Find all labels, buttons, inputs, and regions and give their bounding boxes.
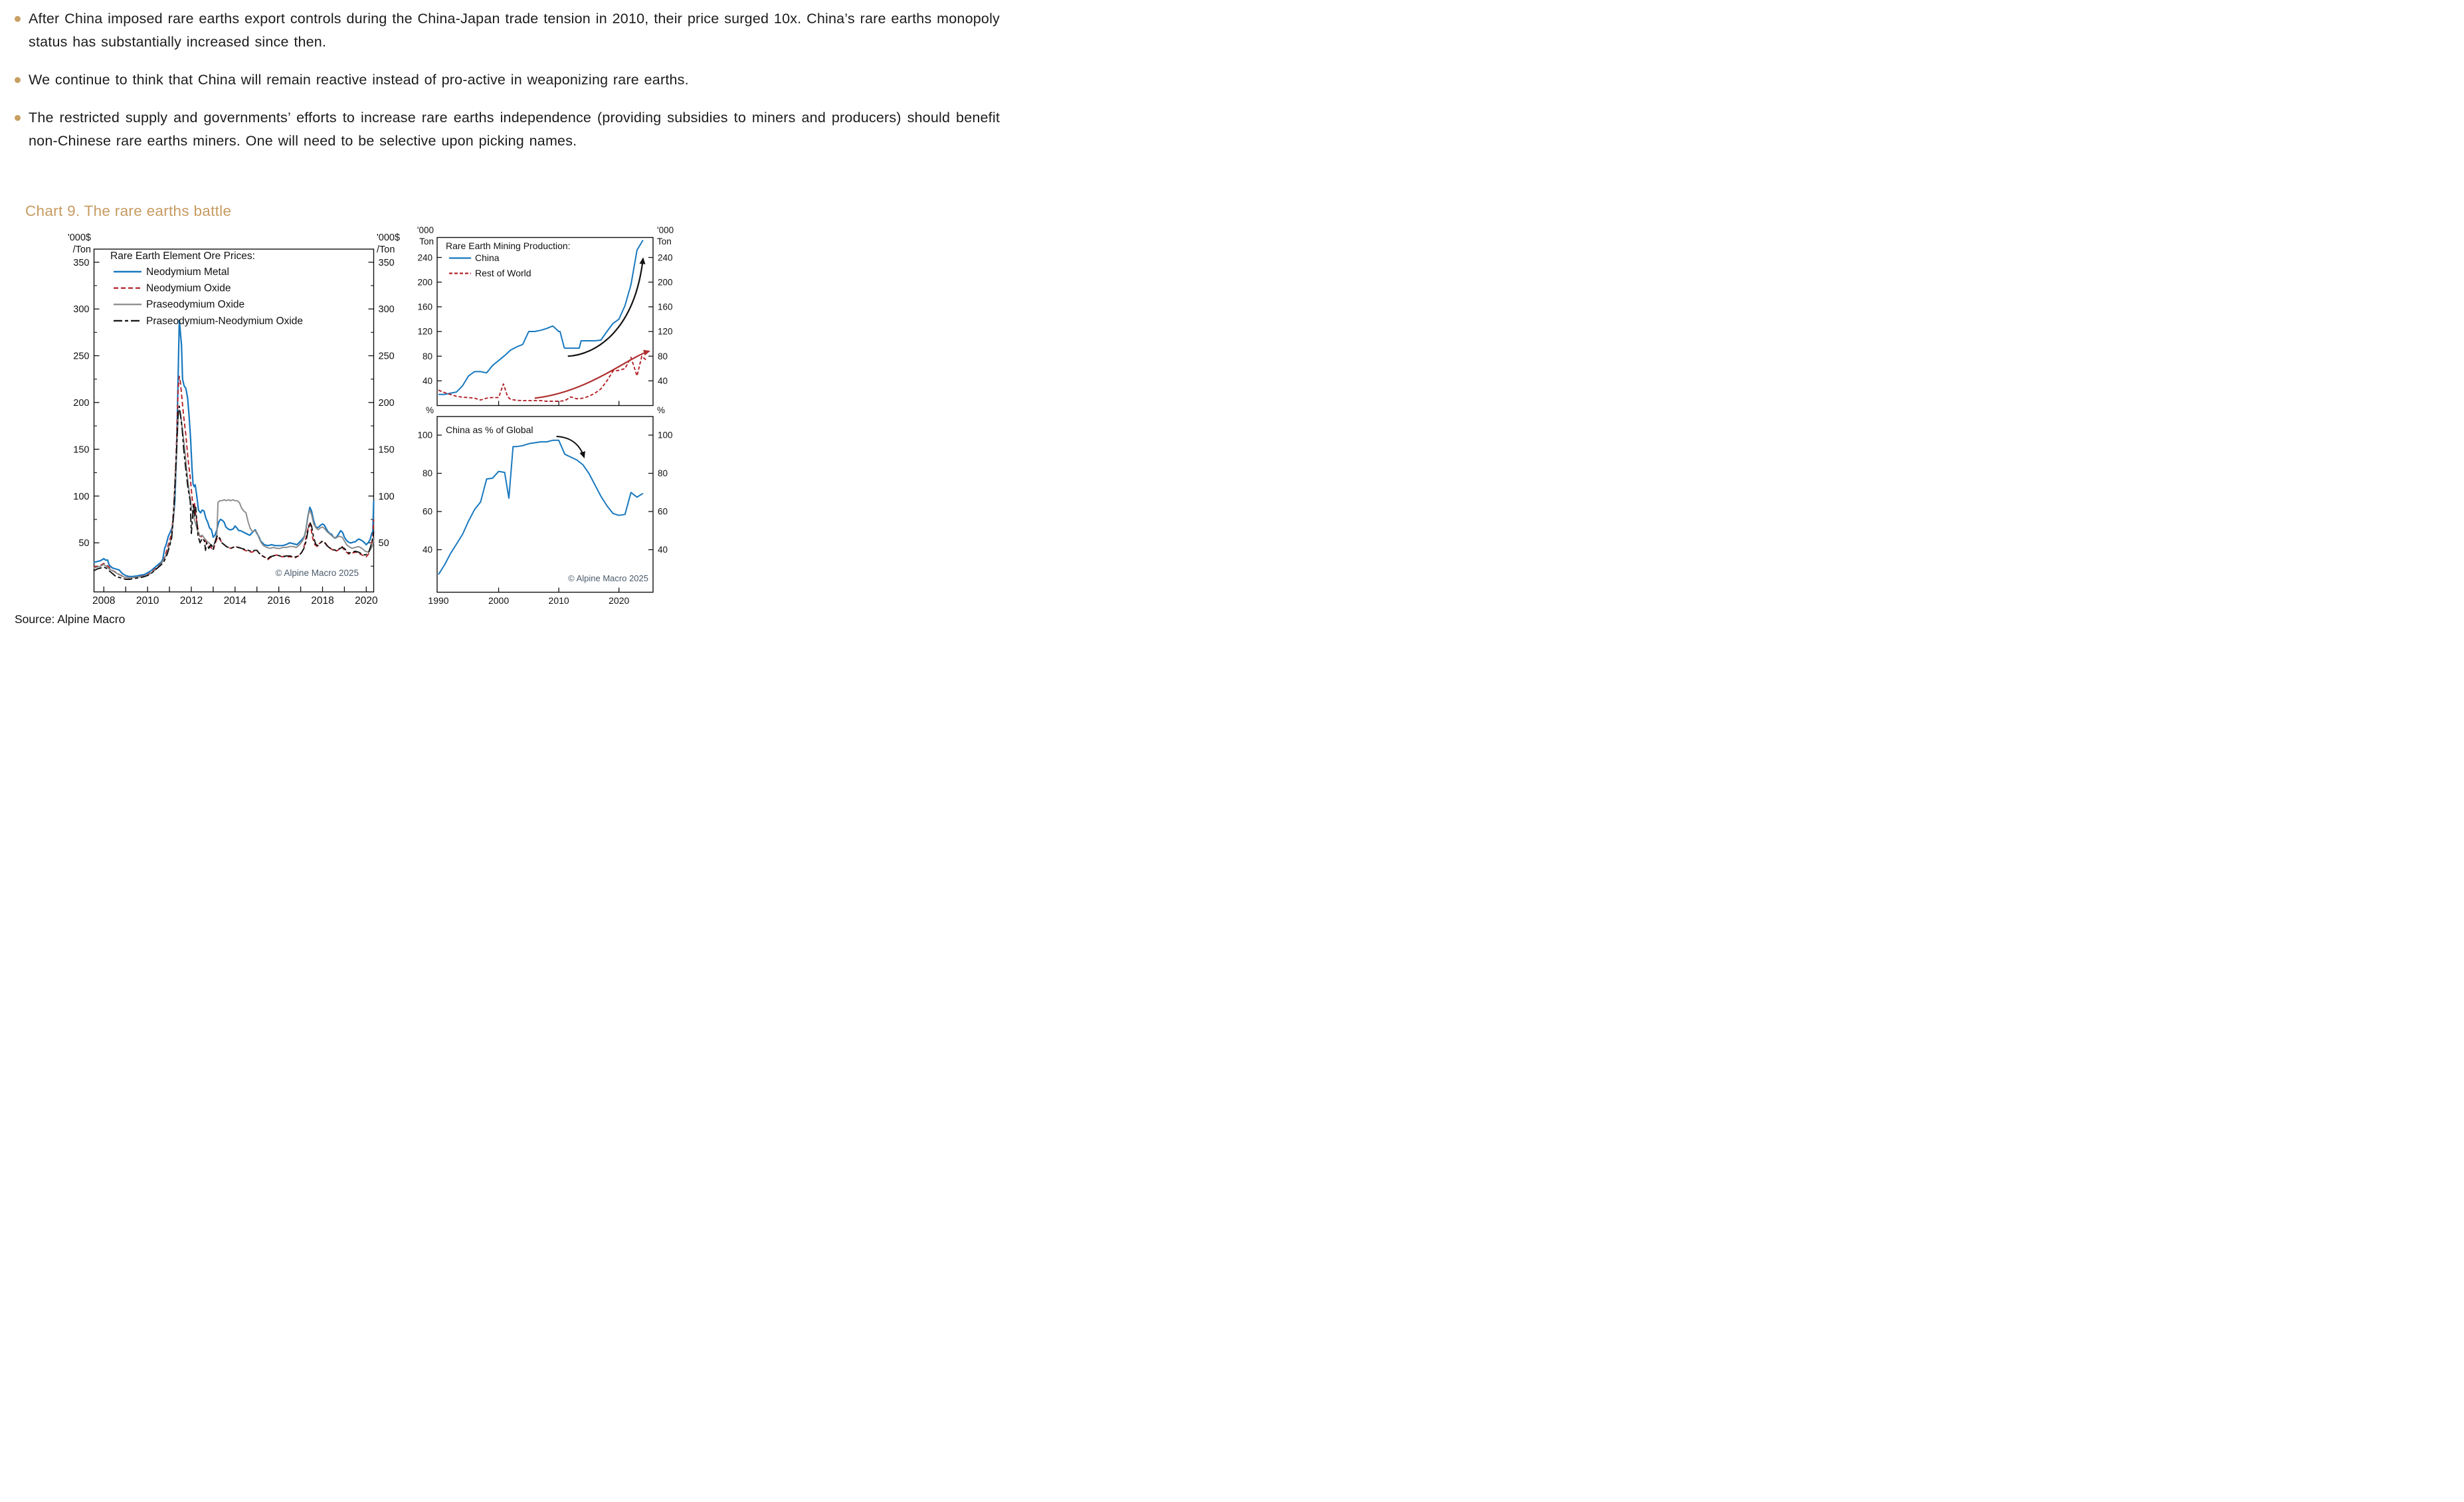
share-xtick-label: 2010 xyxy=(549,595,569,606)
bullet-item: The restricted supply and governments’ e… xyxy=(15,106,1000,153)
bullet-item: After China imposed rare earths export c… xyxy=(15,7,1000,54)
production-ytick-label: 120 xyxy=(417,327,432,337)
production-ytick-label: 200 xyxy=(417,277,432,287)
prices-xtick-label: 2012 xyxy=(180,595,203,607)
prices-ytick-label: 350 xyxy=(73,258,89,268)
production-ytick-label: 240 xyxy=(417,252,432,262)
figure-chart-9: 50 50 100 100 150 150 200 200 250 250 300 300 350 350… xyxy=(0,0,1026,626)
prices-series-line xyxy=(93,319,375,577)
prices-ytick-label: 350 xyxy=(379,258,395,268)
production-chart: 40 40 80 80 120 120 160 160 200 200 240 240 '000 '000… xyxy=(417,225,674,407)
prices-chart: 50 50 100 100 150 150 200 200 250 250 300 300 350 350… xyxy=(68,233,400,607)
prices-ytick-label: 200 xyxy=(379,398,395,409)
prices-unit-label: '000$ xyxy=(68,233,91,243)
prices-xtick-label: 2010 xyxy=(136,595,159,607)
production-ytick-label: 80 xyxy=(423,351,432,361)
prices-legend-label: Praseodymium Oxide xyxy=(146,299,244,310)
prices-xtick-label: 2014 xyxy=(224,595,247,607)
production-unit-label: Ton xyxy=(657,236,672,246)
production-ytick-label: 40 xyxy=(658,376,668,386)
production-legend-label: China xyxy=(475,252,500,263)
prices-ytick-label: 250 xyxy=(73,351,89,362)
prices-ytick-label: 250 xyxy=(379,351,395,362)
prices-ytick-label: 200 xyxy=(73,398,89,409)
prices-ytick-label: 100 xyxy=(379,492,395,502)
prices-legend-label: Neodymium Metal xyxy=(146,266,229,278)
production-unit-label: '000 xyxy=(657,225,674,235)
prices-ytick-label: 300 xyxy=(73,304,89,315)
prices-xtick-label: 2008 xyxy=(92,595,115,607)
share-ytick-label: 60 xyxy=(658,507,668,517)
prices-xtick-label: 2018 xyxy=(311,595,333,607)
bullet-icon xyxy=(15,16,21,22)
share-ytick-label: 80 xyxy=(658,468,668,478)
bullet-list: After China imposed rare earths export c… xyxy=(15,7,1000,153)
production-ytick-label: 200 xyxy=(658,277,673,287)
source-note: Source: Alpine Macro xyxy=(15,612,126,626)
prices-ytick-label: 300 xyxy=(379,304,395,315)
share-trend-arrow xyxy=(556,436,585,458)
share-xtick-label: 2000 xyxy=(488,595,509,606)
share-ytick-label: 80 xyxy=(423,468,432,478)
production-ytick-label: 80 xyxy=(658,351,668,361)
production-plot-border xyxy=(436,236,654,407)
prices-ytick-label: 150 xyxy=(73,444,89,455)
share-plot-border xyxy=(436,416,654,593)
bullet-item: We continue to think that China will rem… xyxy=(15,68,1000,92)
share-chart: 40 40 60 60 80 80 100 100 1990 2000 2010 2020% % Chin… xyxy=(417,405,672,606)
share-xtick-label: 1990 xyxy=(428,595,448,606)
production-series-line xyxy=(438,239,644,395)
prices-ytick-label: 50 xyxy=(78,538,89,549)
bullet-text: We continue to think that China will rem… xyxy=(29,72,689,88)
share-ytick-label: 100 xyxy=(417,430,432,440)
production-legend-title: Rare Earth Mining Production: xyxy=(446,240,571,251)
production-ytick-label: 240 xyxy=(658,252,673,262)
charts-canvas: 50 50 100 100 150 150 200 200 250 250 300 300 350 350… xyxy=(68,225,674,607)
share-unit-label: % xyxy=(657,405,665,415)
report-page: { "page": { "bullets": [ {"text": "After… xyxy=(0,0,1026,626)
share-unit-label: % xyxy=(426,405,434,415)
share-xtick-label: 2020 xyxy=(609,595,629,606)
prices-series-line xyxy=(93,409,375,579)
share-legend-title: China as % of Global xyxy=(446,424,533,435)
prices-ytick-label: 150 xyxy=(379,444,395,455)
prices-ytick-label: 100 xyxy=(73,492,89,502)
prices-unit-label: /Ton xyxy=(377,244,395,255)
production-ytick-label: 160 xyxy=(658,302,673,312)
prices-xtick-label: 2020 xyxy=(355,595,378,607)
production-series-line xyxy=(438,355,647,402)
prices-legend-title: Rare Earth Element Ore Prices: xyxy=(110,250,255,262)
production-unit-label: '000 xyxy=(417,225,434,235)
share-ytick-label: 40 xyxy=(423,545,432,555)
prices-legend-label: Neodymium Oxide xyxy=(146,283,231,294)
prices-series-line xyxy=(93,405,375,580)
bullet-icon xyxy=(15,115,21,121)
production-legend-label: Rest of World xyxy=(475,268,531,278)
prices-legend-label: Praseodymium-Neodymium Oxide xyxy=(146,316,303,327)
prices-unit-label: '000$ xyxy=(377,233,400,243)
production-trend-arrow xyxy=(534,349,650,399)
share-copyright: © Alpine Macro 2025 xyxy=(568,573,648,583)
share-series-line xyxy=(438,439,644,575)
share-ytick-label: 60 xyxy=(423,507,432,517)
bullet-text: After China imposed rare earths export c… xyxy=(29,11,1000,50)
production-unit-label: Ton xyxy=(419,236,434,246)
prices-unit-label: /Ton xyxy=(73,244,91,255)
prices-xtick-label: 2016 xyxy=(267,595,290,607)
prices-copyright: © Alpine Macro 2025 xyxy=(275,568,359,578)
production-trend-arrow xyxy=(567,257,646,357)
bullet-text: The restricted supply and governments’ e… xyxy=(29,110,1000,149)
chart-section-title: Chart 9. The rare earths battle xyxy=(25,203,232,219)
prices-ytick-label: 50 xyxy=(379,538,389,549)
prices-plot-border xyxy=(93,248,375,593)
production-ytick-label: 120 xyxy=(658,327,673,337)
production-ytick-label: 40 xyxy=(423,376,432,386)
production-ytick-label: 160 xyxy=(417,302,432,312)
share-ytick-label: 100 xyxy=(658,430,673,440)
bullet-icon xyxy=(15,77,21,83)
share-ytick-label: 40 xyxy=(658,545,668,555)
